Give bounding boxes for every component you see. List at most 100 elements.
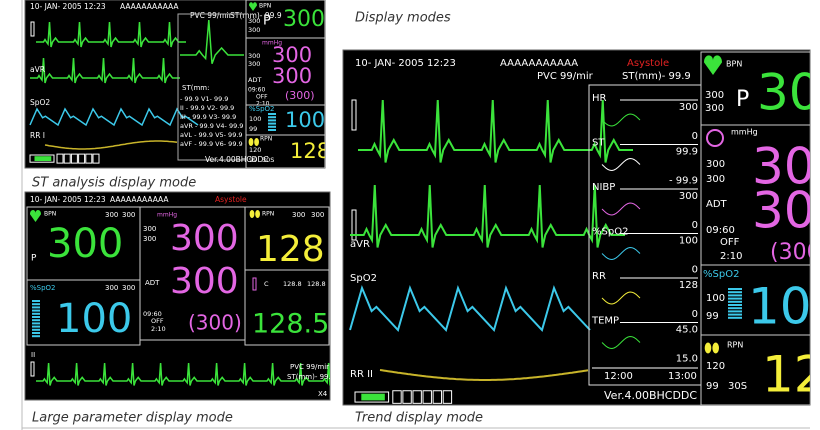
t1: 128.8 [283,280,302,288]
source: P [736,87,749,112]
caption: Large parameter display mode [32,411,233,426]
unit: mmHg [731,128,758,137]
label: RPN [727,341,743,350]
version: Ver.4.00BHCDDC [604,389,697,402]
level-bar [32,310,40,312]
level-bar [32,313,40,315]
label: %SpO2 [249,105,275,113]
leads: aVR [350,239,370,250]
level-bar [728,310,742,312]
t2: 128.8 [307,280,326,288]
label: BPN [259,3,271,10]
st-rows: III - 99.9 V3- 99.9 [180,113,236,121]
diastolic: 300 [272,64,312,88]
figure: Display modes ST analysis display mode L… [0,0,820,430]
lower: 99 [706,381,719,392]
label: %SpO2 [30,284,56,292]
lower: 300 [122,211,135,219]
st-rows: aVF - 99.9 V6- 99.9 [180,140,243,148]
battery-level [35,156,52,161]
max: 99.9 [676,147,698,158]
st-rows: aVL - 99.9 V5- 99.9 [180,131,243,139]
diastolic: 300 [752,182,820,240]
st-rows: - 99.9 V1- 99.9 [180,95,228,103]
max: 300 [679,102,698,113]
date: 10- JAN- 2005 12:23 [30,195,106,204]
value: 300 [757,64,820,122]
level-bar [268,126,276,128]
value: 128.5 [252,309,329,340]
value: 300 [47,221,123,267]
lower: 99 [249,125,257,133]
level-bar [32,316,40,318]
st-rows: II - 99.9 V2- 99.9 [180,104,234,112]
level-bar [32,326,40,328]
level-bar [728,288,742,290]
level-bar [268,113,276,115]
mode: ADT [145,279,160,287]
lower: 300 [248,26,260,34]
interval: 09:60 [248,87,265,94]
min: 0 [692,220,698,231]
lower: 300 [706,174,725,185]
value: 100 [285,108,325,132]
caption: ST analysis display mode [32,176,196,191]
times: 13:00 [668,371,697,382]
mode: ADT [248,76,261,84]
upper: 300 [248,52,260,60]
min: - 99.9 [669,176,698,187]
systolic: 300 [170,218,239,259]
alarm: Asystole [627,58,669,69]
apnea: 30S [728,381,747,392]
value: 128 [762,346,820,404]
value: 128 [256,229,325,270]
lung-icon [255,210,260,218]
min: 0 [692,265,698,276]
lower: 300 [143,235,156,243]
level-bar [728,301,742,303]
label: %SpO2 [592,227,628,238]
mean: (300) [285,89,315,102]
leads: RR II [350,369,373,380]
st-rows: aVR - 99.9 V4- 99.9 [180,122,243,130]
label: ST [592,138,605,149]
date: 10- JAN- 2005 12:23 [355,58,456,69]
lower: 99 [706,311,719,322]
value: 100 [748,278,820,336]
leads: SpO2 [350,273,377,284]
label: BPN [726,60,742,69]
mean: (300) [188,311,242,335]
level-bar [268,123,276,125]
gain: X4 [318,390,328,398]
patient: AAAAAAAAAAA [500,58,578,69]
battery-level [361,394,385,401]
patient: AAAAAAAAAAA [110,195,169,204]
level-bar [728,317,742,319]
lung-icon [712,343,719,354]
label: TEMP [591,316,619,327]
upper: 120 [249,146,261,154]
leads: RR I [30,131,45,140]
times: 12:00 [604,371,633,382]
level-bar [32,332,40,334]
value: 300 [283,7,325,32]
min: 0 [692,309,698,320]
lower: 300 [122,284,135,292]
pvc: PVC 99/mir [290,363,329,371]
level-bar [32,322,40,324]
level-bar [728,298,742,300]
lower: 300 [705,103,724,114]
max: 45.0 [676,325,698,336]
pvc: PVC 99/mir [190,11,233,20]
upper: 300 [705,90,724,101]
diastolic: 300 [170,261,239,302]
patient: AAAAAAAAAAA [120,2,179,11]
level-bar [32,319,40,321]
upper: 100 [249,115,261,123]
leads: SpO2 [30,98,50,107]
time: 2:10 [720,251,742,262]
min: 15.0 [676,354,698,365]
level-bar [32,335,40,337]
time: 2:10 [151,325,166,333]
level-bar [728,304,742,306]
